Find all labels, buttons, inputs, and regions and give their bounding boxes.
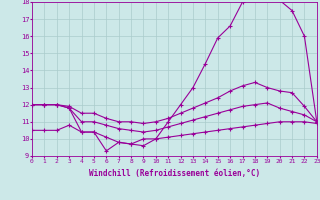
X-axis label: Windchill (Refroidissement éolien,°C): Windchill (Refroidissement éolien,°C): [89, 169, 260, 178]
